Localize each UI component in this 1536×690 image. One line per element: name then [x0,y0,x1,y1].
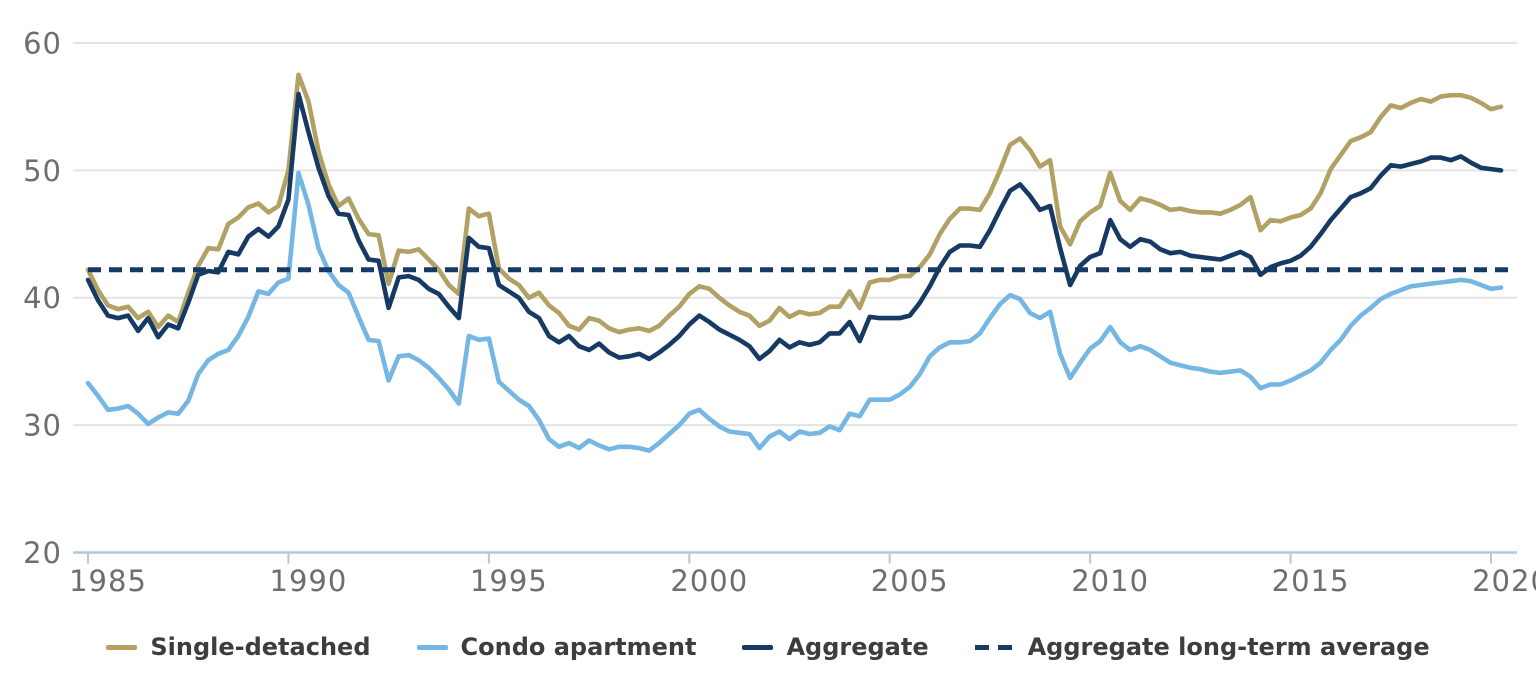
line-chart-canvas: 20 30 40 50 60 1985 1990 1995 2000 2005 2010 2015 2… [23,26,1536,598]
series-line-condo-apartment [85,170,1504,453]
legend-label: Single-detached [150,633,371,661]
y-axis-label-50: 50 [23,154,62,188]
data-series-lines [85,72,1508,453]
x-axis-label-2005: 2005 [871,564,949,598]
y-axis-label-30: 30 [23,409,62,443]
x-axis-label-2015: 2015 [1272,564,1350,598]
x-axis-labels: 1985 1990 1995 2000 2005 2010 2015 2020 [69,564,1536,598]
legend-line-swatch [416,644,448,650]
horizontal-gridlines [73,42,1517,427]
legend-label: Aggregate long-term average [1027,633,1430,661]
x-axis-label-2010: 2010 [1071,564,1149,598]
x-axis-label-2000: 2000 [670,564,748,598]
legend-item-condo-apartment: Condo apartment [416,633,697,661]
chart-legend: Single-detached Condo apartment Aggregate A… [0,622,1536,672]
x-axis-label-1995: 1995 [470,564,548,598]
x-axis-label-1990: 1990 [270,564,348,598]
series-line-single-detached [85,72,1504,335]
y-axis-labels: 20 30 40 50 60 [23,26,62,570]
x-axis-label-2020: 2020 [1472,564,1536,598]
legend-label: Condo apartment [460,633,697,661]
legend-item-single-detached: Single-detached [106,633,371,661]
legend-label: Aggregate [786,633,929,661]
series-line-aggregate [85,91,1504,362]
x-axis [73,551,1517,564]
y-axis-label-20: 20 [23,536,62,570]
x-axis-label-1985: 1985 [69,564,147,598]
y-axis-label-60: 60 [23,26,62,60]
legend-dashed-line-swatch [974,644,1015,650]
legend-item-aggregate: Aggregate [742,633,929,661]
legend-line-swatch [742,644,774,650]
legend-line-swatch [106,644,138,650]
legend-item-aggregate-long-term-average: Aggregate long-term average [974,633,1430,661]
y-axis-label-40: 40 [23,281,62,315]
